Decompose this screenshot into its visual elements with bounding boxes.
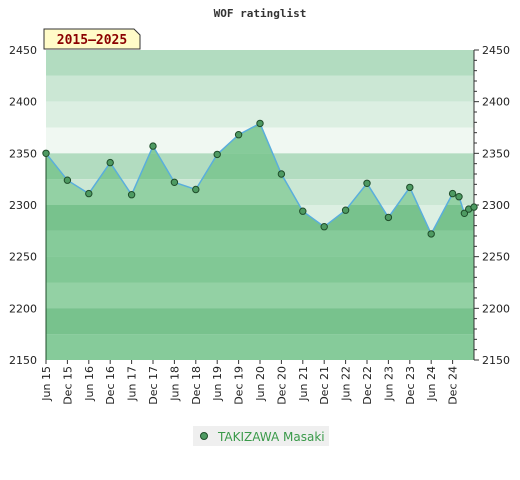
legend-label: TAKIZAWA Masaki bbox=[217, 430, 325, 444]
data-point bbox=[299, 207, 307, 215]
x-tick-label: Jun 16 bbox=[83, 366, 96, 402]
data-point bbox=[455, 193, 463, 201]
data-point bbox=[341, 206, 350, 214]
x-tick-label: Dec 19 bbox=[233, 366, 246, 405]
y-tick-label-right: 2250 bbox=[482, 251, 510, 264]
data-point bbox=[213, 150, 221, 159]
y-axis-right: 2150 2200 2250 2300 2350 2400 2450 bbox=[473, 44, 510, 367]
data-point bbox=[170, 178, 179, 187]
y-axis-left: 2150 2200 2250 2300 2350 2400 2450 bbox=[9, 44, 37, 367]
data-point bbox=[192, 185, 200, 194]
x-tick-label: Jun 17 bbox=[126, 366, 139, 402]
y-tick-label-left: 2400 bbox=[9, 96, 37, 109]
background-bands bbox=[46, 50, 474, 360]
data-point bbox=[427, 230, 435, 238]
data-point bbox=[85, 189, 93, 198]
x-tick-label: Jun 23 bbox=[382, 366, 395, 402]
x-tick-label: Jun 19 bbox=[211, 366, 224, 402]
data-point bbox=[127, 191, 136, 199]
band-under bbox=[46, 334, 474, 360]
x-tick-label: Dec 24 bbox=[447, 366, 460, 405]
y-tick-label-left: 2150 bbox=[9, 354, 37, 367]
data-point bbox=[363, 179, 371, 188]
band-under bbox=[46, 205, 474, 231]
y-tick-label-right: 2450 bbox=[482, 44, 510, 57]
x-tick-label: Dec 23 bbox=[404, 366, 417, 405]
data-point bbox=[406, 183, 414, 192]
data-point bbox=[448, 189, 457, 198]
y-tick-label-left: 2450 bbox=[9, 44, 37, 57]
data-point bbox=[460, 209, 469, 218]
y-tick-label-left: 2250 bbox=[9, 251, 37, 264]
data-point bbox=[320, 223, 328, 231]
y-tick-label-right: 2400 bbox=[482, 96, 510, 109]
x-axis: Jun 15 Dec 15 Jun 16 Dec 16 Jun 17 Dec 17 Jun … bbox=[40, 360, 460, 405]
data-point bbox=[149, 142, 157, 150]
badge-shape bbox=[43, 28, 141, 50]
y-tick-label-left: 2350 bbox=[9, 147, 37, 160]
band-under bbox=[46, 230, 474, 257]
y-tick-label-right: 2150 bbox=[482, 354, 510, 367]
data-point bbox=[256, 119, 264, 128]
legend[interactable]: TAKIZAWA Masaki bbox=[193, 426, 329, 446]
data-point bbox=[42, 149, 50, 158]
data-point bbox=[63, 176, 72, 184]
band-under bbox=[46, 282, 474, 309]
y-tick-label-left: 2200 bbox=[9, 302, 37, 315]
x-tick-label: Dec 22 bbox=[361, 366, 374, 405]
data-points bbox=[42, 119, 478, 238]
badge-label: 2015–2025 bbox=[57, 33, 127, 48]
band-under bbox=[46, 256, 474, 283]
x-tick-label: Dec 15 bbox=[61, 366, 74, 405]
period-badge: 2015–2025 bbox=[43, 28, 141, 50]
band-under bbox=[46, 308, 474, 335]
x-tick-label: Jun 22 bbox=[340, 366, 353, 402]
y-tick-label-left: 2300 bbox=[9, 199, 37, 212]
x-tick-label: Jun 24 bbox=[425, 366, 438, 402]
data-point bbox=[277, 170, 286, 178]
x-tick-label: Dec 16 bbox=[104, 366, 117, 405]
data-point bbox=[234, 131, 243, 139]
band bbox=[46, 75, 474, 102]
chart-title: WOF ratinglist bbox=[214, 7, 307, 20]
x-tick-label: Jun 20 bbox=[254, 366, 267, 402]
x-tick-label: Jun 18 bbox=[168, 366, 181, 402]
band bbox=[46, 50, 474, 76]
legend-marker bbox=[200, 432, 208, 440]
y-tick-label-right: 2350 bbox=[482, 147, 510, 160]
y-tick-label-right: 2300 bbox=[482, 199, 510, 212]
area-fill bbox=[46, 123, 474, 361]
x-tick-label: Jun 21 bbox=[297, 366, 310, 402]
legend-box bbox=[193, 426, 329, 446]
data-point bbox=[106, 158, 114, 167]
x-tick-label: Dec 20 bbox=[275, 366, 288, 405]
x-tick-label: Dec 17 bbox=[147, 366, 160, 405]
data-point bbox=[470, 203, 478, 211]
data-point bbox=[384, 213, 393, 222]
x-tick-label: Jun 15 bbox=[40, 366, 53, 402]
x-tick-label: Dec 21 bbox=[318, 366, 331, 405]
y-tick-label-right: 2200 bbox=[482, 302, 510, 315]
x-tick-label: Dec 18 bbox=[190, 366, 203, 405]
